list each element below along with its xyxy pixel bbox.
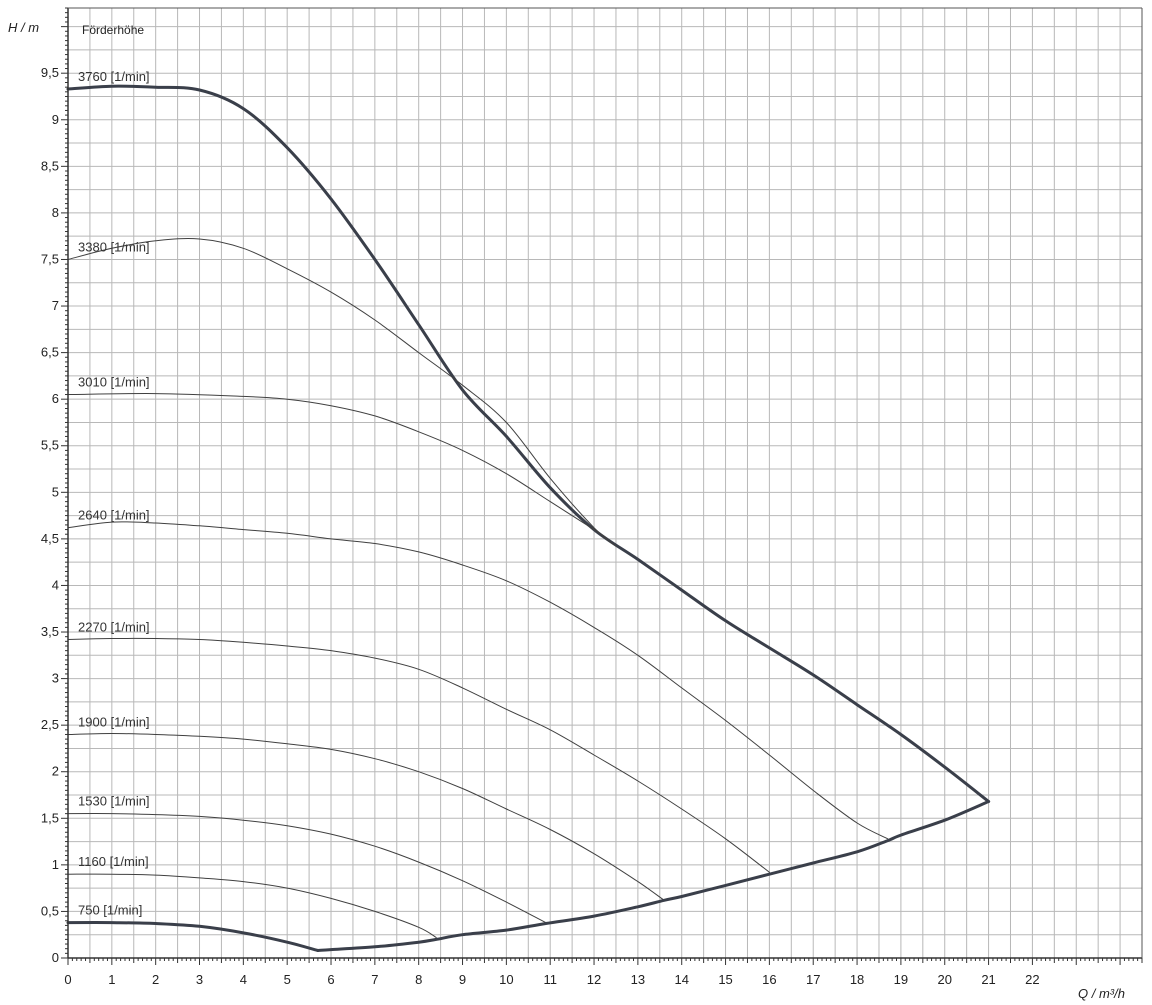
x-tick-label: 10: [499, 972, 513, 987]
y-tick-label: 9: [52, 112, 59, 127]
series-label-2270: 2270 [1/min]: [78, 619, 150, 634]
series-label-750: 750 [1/min]: [78, 903, 142, 918]
y-tick-label: 3: [52, 671, 59, 686]
x-tick-label: 12: [587, 972, 601, 987]
y-tick-label: 5: [52, 484, 59, 499]
x-tick-label: 13: [631, 972, 645, 987]
x-tick-label: 19: [894, 972, 908, 987]
y-tick-label: 6: [52, 391, 59, 406]
x-tick-label: 1: [108, 972, 115, 987]
plot-background: [68, 8, 1142, 958]
series-label-3380: 3380 [1/min]: [78, 239, 150, 254]
x-tick-label: 17: [806, 972, 820, 987]
series-curve-3380: [67, 238, 617, 547]
x-tick-label: 0: [64, 972, 71, 987]
x-tick-label: 6: [327, 972, 334, 987]
x-tick-label: 16: [762, 972, 776, 987]
series-curve-2640: [67, 521, 889, 840]
series-label-1530: 1530 [1/min]: [78, 794, 150, 809]
y-tick-label: 2: [52, 764, 59, 779]
y-tick-label: 3,5: [41, 624, 59, 639]
y-tick-label: 8: [52, 205, 59, 220]
y-tick-label: 1: [52, 857, 59, 872]
x-tick-label: 5: [284, 972, 291, 987]
y-tick-label: 6,5: [41, 345, 59, 360]
series-curve-1160: [67, 873, 437, 938]
series-labels: 3760 [1/min] 3380 [1/min] 3010 [1/min] 2640…: [78, 69, 150, 918]
x-tick-label: 14: [674, 972, 688, 987]
x-tick-label: 21: [981, 972, 995, 987]
series-curve-1900: [67, 733, 665, 901]
y-tick-label: 0: [52, 950, 59, 965]
y-tick-label: 7: [52, 298, 59, 313]
series-label-2640: 2640 [1/min]: [78, 508, 150, 523]
series-label-3760: 3760 [1/min]: [78, 69, 150, 84]
series-curve-3760: [66, 84, 991, 803]
series-label-1160: 1160 [1/min]: [78, 854, 149, 869]
series-curve-1530: [67, 813, 547, 924]
y-tick-label: 4,5: [41, 531, 59, 546]
series-curve-3010: [67, 393, 608, 540]
series-layer: [66, 84, 991, 952]
chart-title: Förderhöhe: [82, 23, 144, 37]
y-tick-label: 0,5: [41, 903, 59, 918]
x-tick-label: 9: [459, 972, 466, 987]
y-tick-label: 2,5: [41, 717, 59, 732]
x-axis-label: Q / m³/h: [1078, 986, 1125, 1001]
x-tick-label: 22: [1025, 972, 1039, 987]
x-tick-label: 11: [543, 972, 557, 987]
x-tick-label: 18: [850, 972, 864, 987]
x-tick-label: 2: [152, 972, 159, 987]
y-tick-label: 8,5: [41, 158, 59, 173]
series-curve-2270: [67, 637, 770, 873]
series-label-3010: 3010 [1/min]: [78, 375, 150, 390]
y-tick-label: 5,5: [41, 438, 59, 453]
axes: 0 1 2 3 4 5 6 7 8 9 10 11 12 13 14 15 16 17 18 19 20 21 2200,5…: [41, 7, 1143, 987]
y-axis-label: H / m: [8, 20, 39, 35]
x-tick-label: 8: [415, 972, 422, 987]
y-tick-label: 7,5: [41, 251, 59, 266]
x-tick-label: 4: [240, 972, 247, 987]
gridlines: [68, 8, 1142, 958]
y-tick-label: 9,5: [41, 65, 59, 80]
x-tick-label: 3: [196, 972, 203, 987]
series-curve-750: [66, 921, 320, 952]
x-tick-label: 7: [371, 972, 378, 987]
y-tick-label: 4: [52, 577, 59, 592]
y-tick-label: 1,5: [41, 810, 59, 825]
x-tick-label: 20: [938, 972, 952, 987]
x-tick-label: 15: [718, 972, 732, 987]
series-label-1900: 1900 [1/min]: [78, 714, 150, 729]
series-curve-limit: [316, 800, 991, 952]
